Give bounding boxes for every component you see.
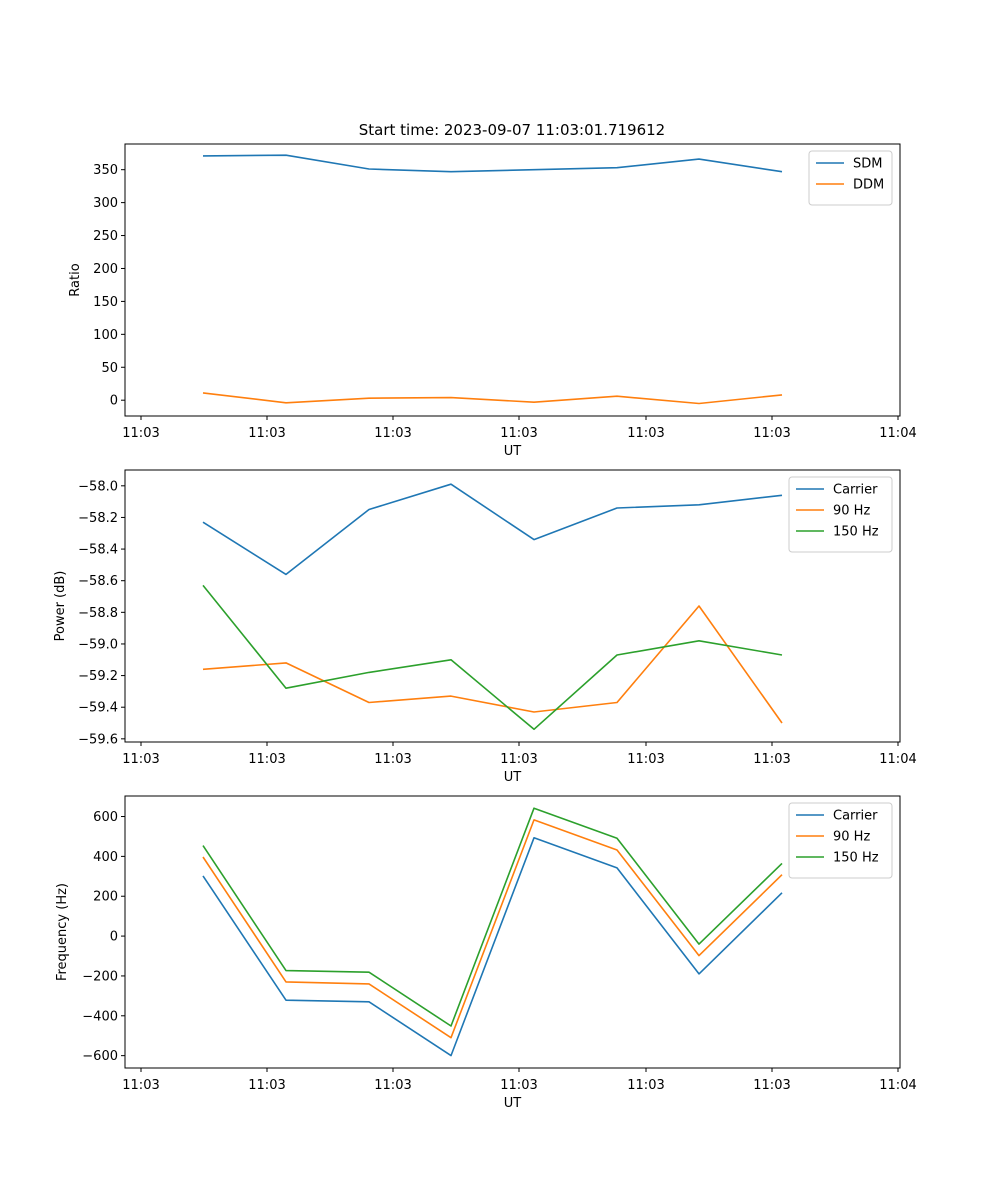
- frequency-panel: 600 400 200 0 −200 −400 −600 11:03 11:03 11:03 11:…: [55, 795, 917, 1111]
- y-tick-label: 400: [93, 850, 118, 865]
- y-tick-label: −58.4: [78, 543, 118, 558]
- y-tick-label: −600: [82, 1049, 118, 1064]
- x-tick-label: 11:03: [627, 752, 664, 767]
- y-tick-label: 600: [93, 810, 118, 825]
- axes-frame: [124, 469, 901, 743]
- legend-box: [788, 476, 893, 553]
- y-tick-label: −59.6: [78, 732, 118, 747]
- series-line-0: [202, 483, 783, 576]
- y-tick-label: 0: [110, 930, 118, 945]
- y-tick-label: −58.6: [78, 574, 118, 589]
- y-axis-label: Ratio: [68, 263, 83, 296]
- legend-box: [808, 150, 893, 206]
- y-tick-label: −59.2: [78, 669, 118, 684]
- legend-label: 150 Hz: [833, 525, 879, 540]
- legend-label: Carrier: [833, 809, 878, 824]
- ratio-panel: 0 50 100 150 200 250 300 350 11:03 11:03 11:03 11:0…: [68, 143, 917, 459]
- x-tick-label: 11:03: [122, 426, 159, 441]
- x-tick-label: 11:03: [122, 752, 159, 767]
- legend-label: Carrier: [833, 483, 878, 498]
- y-tick-label: 150: [93, 295, 118, 310]
- x-tick-label: 11:04: [879, 752, 916, 767]
- y-tick-label: 0: [110, 394, 118, 409]
- y-tick-label: −58.2: [78, 511, 118, 526]
- y-tick-label: −59.0: [78, 637, 118, 652]
- axes-frame: [124, 795, 901, 1069]
- x-tick-label: 11:03: [753, 1078, 790, 1093]
- x-tick-label: 11:04: [879, 1078, 916, 1093]
- x-axis-label: UT: [504, 1096, 522, 1111]
- x-tick-label: 11:03: [753, 752, 790, 767]
- series-line-1: [202, 605, 783, 724]
- x-tick-label: 11:03: [374, 1078, 411, 1093]
- x-tick-label: 11:03: [374, 752, 411, 767]
- y-tick-label: 300: [93, 196, 118, 211]
- legend-box: [788, 802, 893, 879]
- x-tick-label: 11:03: [627, 426, 664, 441]
- legend-label: SDM: [853, 157, 882, 172]
- y-axis-label: Power (dB): [53, 571, 68, 642]
- legend-label: DDM: [853, 178, 884, 193]
- series-line-2: [202, 807, 783, 1027]
- x-tick-label: 11:03: [627, 1078, 664, 1093]
- series-line-1: [202, 819, 783, 1039]
- axes-frame: [124, 143, 901, 417]
- y-tick-label: 200: [93, 890, 118, 905]
- x-axis-label: UT: [504, 444, 522, 459]
- x-tick-label: 11:03: [374, 426, 411, 441]
- series-line-0: [202, 154, 783, 173]
- x-tick-label: 11:03: [248, 1078, 285, 1093]
- x-tick-label: 11:03: [248, 752, 285, 767]
- power-panel: −58.0 −58.2 −58.4 −58.6 −58.8 −59.0 −59.2 −59.4…: [53, 469, 917, 785]
- x-tick-label: 11:03: [500, 426, 537, 441]
- x-tick-label: 11:03: [122, 1078, 159, 1093]
- legend-label: 90 Hz: [833, 504, 870, 519]
- series-line-0: [202, 836, 783, 1057]
- series-line-2: [202, 584, 783, 731]
- y-tick-label: −58.8: [78, 606, 118, 621]
- x-tick-label: 11:03: [500, 1078, 537, 1093]
- y-tick-label: 250: [93, 229, 118, 244]
- x-tick-label: 11:03: [753, 426, 790, 441]
- series-line-1: [202, 392, 783, 405]
- legend-label: 90 Hz: [833, 830, 870, 845]
- y-axis-label: Frequency (Hz): [55, 883, 70, 981]
- y-tick-label: −200: [82, 969, 118, 984]
- y-tick-label: 200: [93, 262, 118, 277]
- x-axis-label: UT: [504, 770, 522, 785]
- chart-title: Start time: 2023-09-07 11:03:01.719612: [359, 121, 665, 139]
- y-tick-label: −400: [82, 1009, 118, 1024]
- x-tick-label: 11:03: [500, 752, 537, 767]
- y-tick-label: −58.0: [78, 479, 118, 494]
- x-tick-label: 11:04: [879, 426, 916, 441]
- y-tick-label: −59.4: [78, 701, 118, 716]
- y-tick-label: 350: [93, 163, 118, 178]
- y-tick-label: 50: [101, 361, 118, 376]
- legend-label: 150 Hz: [833, 851, 879, 866]
- x-tick-label: 11:03: [248, 426, 285, 441]
- y-tick-label: 100: [93, 328, 118, 343]
